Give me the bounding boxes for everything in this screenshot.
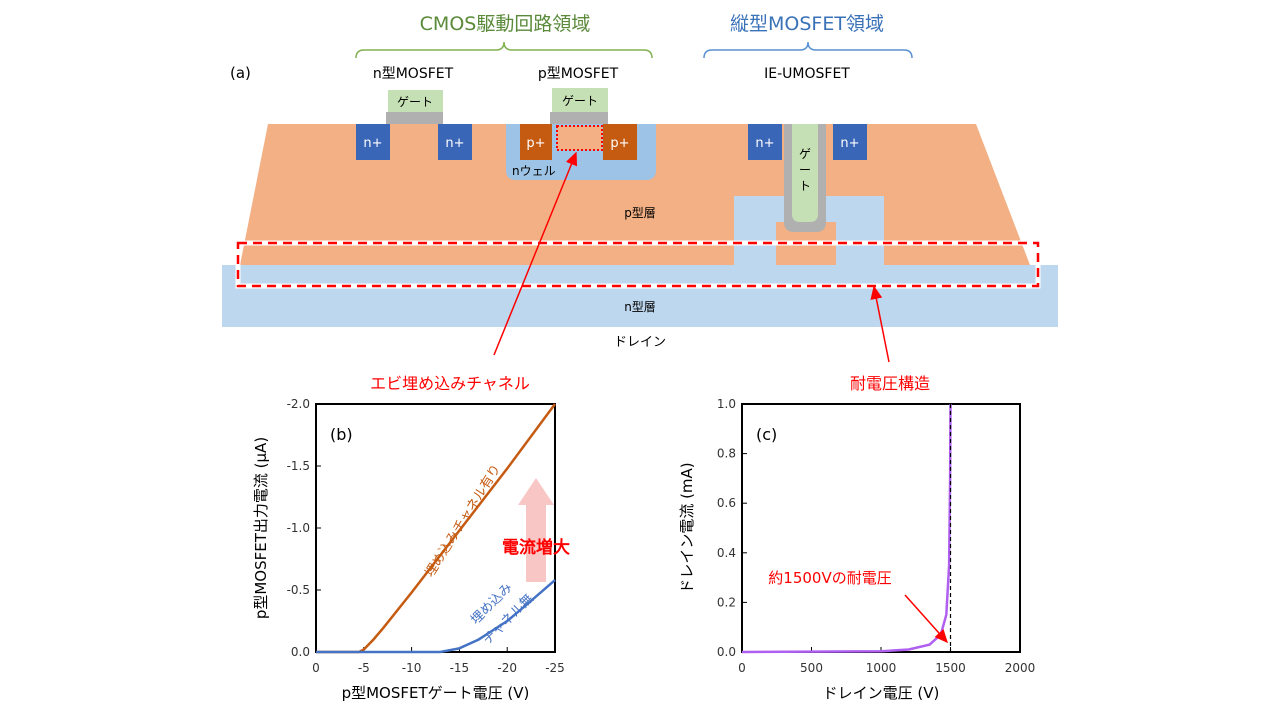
gate-char: ト [799, 179, 811, 193]
vertical-brace [703, 41, 913, 59]
y-tick-label: 1.0 [717, 397, 736, 411]
y-tick-label: -1.0 [287, 521, 310, 535]
cmos-region-title: CMOS駆動回路領域 [420, 13, 591, 35]
y-tick-label: -2.0 [287, 397, 310, 411]
y-axis-label: ドレイン電流 (mA) [678, 462, 696, 593]
nplus-label: n+ [755, 136, 774, 151]
y-tick-label: 0.8 [717, 447, 736, 461]
vertical-mosfet-region-title: 縦型MOSFET領域 [730, 13, 884, 35]
channel-arrow [493, 151, 578, 356]
voltage-structure-box-halo [235, 240, 1041, 289]
nplus-region [748, 124, 782, 160]
nplus-label: n+ [445, 136, 464, 151]
y-tick-label: 0.0 [291, 645, 310, 659]
voltage-callout: 耐電圧構造 [850, 374, 930, 393]
x-tick-label: 0 [738, 661, 746, 675]
x-tick-label: -20 [497, 661, 517, 675]
y-tick-label: -0.5 [287, 583, 310, 597]
x-tick-label: 0 [312, 661, 320, 675]
y-tick-label: 0.2 [717, 595, 736, 609]
chart-b: 0 -5 -10 -15 -20 -25 0.0 -0.5 -1.0 -1.5 -2.0 p型MOSF… [252, 397, 570, 702]
n-well-label: nウェル [512, 164, 556, 178]
trench-gate [792, 124, 818, 222]
n-layer [222, 265, 1058, 327]
umos-label: IE-UMOSFET [764, 66, 850, 82]
current-increase-label: 電流増大 [502, 537, 570, 558]
gate-char: ゲ [799, 147, 811, 161]
y-tick-label: 0.4 [717, 546, 736, 560]
device-cross-section: CMOS駆動回路領域 縦型MOSFET領域 (a) n型MOSFET p型MOS… [222, 13, 1058, 393]
nmos-label: n型MOSFET [373, 66, 454, 82]
nmos-gate-label: ゲート [397, 95, 433, 109]
voltage-arrow [870, 285, 890, 363]
nplus-region [833, 124, 867, 160]
p-layer-label: p型層 [624, 206, 656, 220]
pmos-gate-label: ゲート [562, 94, 598, 108]
n-layer-label: n型層 [624, 300, 656, 314]
x-tick-label: -15 [450, 661, 470, 675]
y-tick-label: 0.0 [717, 645, 736, 659]
x-tick-label: -5 [358, 661, 370, 675]
nplus-label: n+ [363, 136, 382, 151]
panel-label: (c) [756, 425, 777, 444]
x-axis-label: p型MOSFETゲート電圧 (V) [342, 684, 530, 702]
x-tick-label: 500 [800, 661, 823, 675]
channel-callout: エビ埋め込みチャネル [370, 374, 530, 393]
y-tick-label: 0.6 [717, 496, 736, 510]
nmos-gate [388, 90, 443, 112]
pplus-label: p+ [526, 136, 545, 151]
x-tick-label: 1000 [866, 661, 897, 675]
x-axis-label: ドレイン電圧 (V) [823, 684, 940, 702]
buried-channel-box [556, 125, 603, 151]
pmos-label: p型MOSFET [538, 66, 619, 82]
increase-arrow [518, 478, 554, 582]
pplus-region [603, 124, 637, 160]
breakdown-arrow [904, 594, 948, 644]
pplus-region [520, 124, 552, 160]
pplus-label: p+ [610, 136, 629, 151]
nplus-region [356, 124, 390, 160]
plot-area [315, 403, 556, 653]
pmos-gate [552, 88, 608, 112]
series-line-1 [316, 579, 556, 654]
nmos-gate-oxide [386, 112, 443, 124]
x-tick-label: 2000 [1005, 661, 1036, 675]
cmos-brace [355, 41, 653, 59]
trench-gate-label: ゲ ー ト [799, 147, 811, 193]
chart-c: 0 500 1000 1500 2000 0.0 0.2 0.4 0.6 0.8 1.0 ドレイン電圧… [678, 397, 1035, 702]
y-tick-label: -1.5 [287, 459, 310, 473]
plot-area [741, 403, 1021, 653]
nplus-region [438, 124, 472, 160]
panel-label: (b) [330, 425, 353, 444]
nplus-label: n+ [840, 136, 859, 151]
x-tick-label: -25 [545, 661, 565, 675]
drain-label: ドレイン [614, 335, 666, 350]
gate-char: ー [799, 163, 811, 177]
y-axis-label: p型MOSFET出力電流 (μA) [252, 437, 270, 619]
panel-label-a: (a) [230, 64, 251, 82]
pmos-gate-oxide [550, 112, 608, 124]
x-tick-label: -10 [402, 661, 422, 675]
breakdown-annotation: 約1500Vの耐電圧 [768, 569, 891, 587]
x-tick-label: 1500 [935, 661, 966, 675]
